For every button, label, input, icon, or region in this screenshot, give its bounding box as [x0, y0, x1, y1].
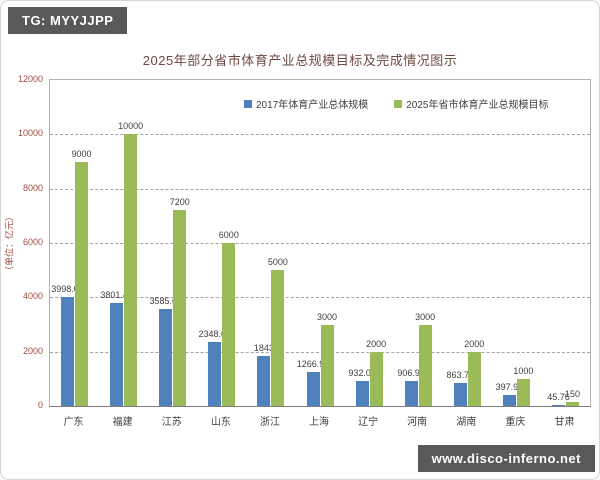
x-category-label-8: 湖南 — [456, 417, 477, 428]
x-category-label-1: 福建 — [112, 417, 133, 428]
bar-series0-5 — [306, 371, 320, 406]
bar-series1-5 — [320, 324, 334, 406]
data-label-series1-2: 7200 — [169, 197, 190, 208]
bar-series0-10 — [551, 404, 565, 406]
data-label-series1-6: 2000 — [366, 338, 387, 349]
bar-series1-8 — [467, 351, 481, 406]
y-tick-label-4000: 4000 — [22, 291, 43, 302]
y-tick-label-8000: 8000 — [22, 182, 43, 193]
x-category-label-0: 广东 — [63, 417, 84, 428]
legend-item-2017: 2017年体育产业总体规模 — [244, 96, 368, 111]
y-tick-label-10000: 10000 — [17, 128, 43, 139]
data-label-series0-2: 3585.64 — [149, 295, 182, 306]
website-watermark-badge: www.disco-inferno.net — [417, 445, 595, 472]
y-tick-label-6000: 6000 — [22, 237, 43, 247]
bar-series1-3 — [222, 243, 236, 406]
bar-series1-1 — [124, 134, 138, 406]
data-label-series0-0: 3998.03 — [51, 284, 84, 295]
gridline-4000 — [50, 297, 590, 299]
data-label-series1-4: 5000 — [267, 257, 288, 268]
data-label-series1-10: 150 — [564, 388, 580, 399]
plot-area: 3998.03 9000 3801.41 10000 3585.64 7200 2348.0… — [49, 79, 591, 407]
data-label-series0-3: 2348.01 — [198, 329, 232, 340]
bar-series0-1 — [110, 302, 124, 406]
y-tick-label-12000: 12000 — [17, 74, 43, 84]
bar-series1-0 — [75, 161, 89, 406]
data-label-series0-9: 397.91 — [495, 382, 524, 393]
data-label-series0-4: 1843 — [253, 342, 274, 353]
data-label-series0-7: 906.99 — [397, 368, 425, 379]
data-label-series1-7: 3000 — [415, 311, 436, 322]
bar-series1-9 — [516, 378, 530, 406]
x-category-label-7: 河南 — [407, 417, 428, 428]
bar-series1-2 — [173, 210, 187, 406]
y-tick-label-0: 0 — [37, 400, 43, 410]
legend-label-2025: 2025年省市体育产业总规模目标 — [406, 100, 549, 111]
data-label-series0-8: 863.74 — [446, 369, 475, 380]
x-category-label-3: 山东 — [210, 417, 231, 428]
data-label-series1-0: 9000 — [71, 148, 92, 159]
data-label-series0-5: 1266.93 — [296, 358, 330, 369]
x-category-label-5: 上海 — [309, 417, 329, 428]
data-label-series1-1: 10000 — [118, 121, 144, 132]
data-label-series0-6: 932.09 — [348, 367, 376, 378]
bar-series1-6 — [369, 351, 383, 406]
bar-series1-10 — [565, 401, 579, 406]
chart-title: 2025年部分省市体育产业总规模目标及完成情况图示 — [142, 53, 458, 68]
bar-series0-3 — [208, 342, 222, 406]
legend-marker-blue-icon — [244, 99, 252, 108]
x-category-label-10: 甘肃 — [554, 417, 575, 428]
gridline-8000 — [50, 188, 590, 190]
y-tick-label-2000: 2000 — [22, 345, 43, 356]
bar-series0-7 — [404, 381, 418, 406]
x-category-label-6: 辽宁 — [358, 417, 379, 428]
bar-series0-0 — [61, 297, 75, 406]
bar-series0-8 — [453, 382, 467, 406]
data-label-series1-5: 3000 — [316, 311, 338, 322]
x-category-label-9: 重庆 — [505, 417, 526, 428]
data-label-series1-3: 6000 — [218, 230, 239, 240]
data-label-series1-8: 2000 — [464, 338, 485, 349]
gridline-6000 — [50, 243, 590, 244]
bar-series0-2 — [159, 308, 173, 406]
x-category-label-2: 江苏 — [161, 417, 182, 428]
data-label-series0-10: 45.76 — [547, 391, 570, 402]
x-category-label-4: 浙江 — [259, 417, 280, 428]
legend-item-2025: 2025年省市体育产业总规模目标 — [394, 96, 549, 111]
bar-series1-4 — [271, 270, 285, 406]
gridline-2000 — [50, 351, 590, 353]
chart-legend: 2017年体育产业总体规模 2025年省市体育产业总规模目标 — [244, 96, 549, 111]
legend-label-2017: 2017年体育产业总体规模 — [256, 100, 369, 111]
gridline-10000 — [50, 134, 590, 136]
legend-marker-green-icon — [394, 99, 403, 108]
data-label-series0-1: 3801.41 — [100, 289, 133, 300]
bar-series1-7 — [418, 324, 432, 406]
telegram-watermark-badge: TG: MYYJJPP — [8, 7, 128, 34]
data-label-series1-9: 1000 — [513, 365, 534, 376]
bar-series0-9 — [502, 395, 516, 406]
bar-series0-6 — [355, 380, 369, 406]
bar-series0-4 — [257, 355, 271, 406]
